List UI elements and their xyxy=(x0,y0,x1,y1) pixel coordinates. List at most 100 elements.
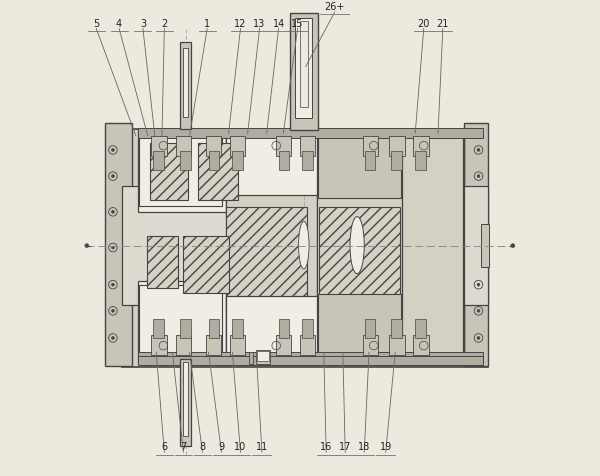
Bar xyxy=(180,319,191,338)
Bar xyxy=(413,136,428,156)
Bar xyxy=(206,335,221,355)
Text: 9: 9 xyxy=(218,442,224,452)
Bar xyxy=(138,129,226,212)
Text: 8: 8 xyxy=(199,442,205,452)
Circle shape xyxy=(112,149,115,151)
Text: 1: 1 xyxy=(204,19,210,29)
Circle shape xyxy=(477,337,480,339)
Bar xyxy=(299,21,308,107)
Bar xyxy=(415,319,425,338)
Bar xyxy=(180,359,191,446)
Bar xyxy=(230,335,245,355)
Text: 2: 2 xyxy=(161,19,167,29)
Bar xyxy=(139,285,223,358)
Bar xyxy=(363,136,378,156)
Circle shape xyxy=(112,337,115,339)
Bar xyxy=(138,128,483,138)
Bar xyxy=(464,123,488,366)
Bar xyxy=(176,136,191,156)
Circle shape xyxy=(112,175,115,178)
Bar xyxy=(302,319,313,338)
Bar xyxy=(391,319,402,338)
Bar xyxy=(481,224,490,267)
Bar xyxy=(317,133,401,198)
Circle shape xyxy=(85,244,89,248)
Text: 11: 11 xyxy=(256,442,268,452)
Bar xyxy=(415,151,425,170)
Text: 21: 21 xyxy=(437,19,449,29)
Bar xyxy=(300,335,315,355)
Bar xyxy=(302,151,313,170)
Bar xyxy=(389,335,405,355)
Bar xyxy=(413,335,428,355)
Text: 12: 12 xyxy=(235,19,247,29)
Circle shape xyxy=(112,283,115,286)
Text: 7: 7 xyxy=(180,442,187,452)
Bar xyxy=(290,13,318,130)
Bar xyxy=(278,319,289,338)
Bar xyxy=(139,132,223,206)
Circle shape xyxy=(112,309,115,312)
Bar xyxy=(209,151,219,170)
Bar xyxy=(389,136,405,156)
Text: 19: 19 xyxy=(380,442,392,452)
Bar xyxy=(278,151,289,170)
Bar xyxy=(403,132,463,359)
Bar xyxy=(226,129,317,362)
Bar xyxy=(363,335,378,355)
Bar xyxy=(226,296,317,358)
Bar xyxy=(105,123,132,366)
Bar xyxy=(197,143,238,200)
Bar xyxy=(295,18,313,118)
Bar xyxy=(209,319,219,338)
Bar xyxy=(230,136,245,156)
Bar xyxy=(150,143,188,200)
Text: 18: 18 xyxy=(358,442,370,452)
Bar xyxy=(121,129,488,367)
Text: 17: 17 xyxy=(339,442,352,452)
Text: 10: 10 xyxy=(235,442,247,452)
Bar xyxy=(138,352,483,363)
Circle shape xyxy=(112,210,115,213)
Circle shape xyxy=(477,175,480,178)
Bar xyxy=(184,48,188,117)
Text: 16: 16 xyxy=(320,442,332,452)
Bar xyxy=(154,151,164,170)
Bar xyxy=(138,281,226,364)
Bar xyxy=(276,136,292,156)
Circle shape xyxy=(112,246,115,249)
Bar xyxy=(151,335,167,355)
Bar xyxy=(365,319,375,338)
Circle shape xyxy=(511,244,515,248)
Bar xyxy=(403,167,463,324)
Bar xyxy=(257,351,269,361)
Text: 4: 4 xyxy=(116,19,122,29)
Bar xyxy=(232,151,243,170)
Bar xyxy=(138,356,483,365)
Bar xyxy=(180,151,191,170)
Bar xyxy=(248,352,253,364)
Bar xyxy=(317,129,464,362)
Bar xyxy=(184,362,188,436)
Bar xyxy=(151,136,167,156)
Text: 6: 6 xyxy=(161,442,167,452)
Bar xyxy=(317,294,401,358)
Bar xyxy=(147,236,178,288)
Text: 14: 14 xyxy=(272,19,285,29)
Circle shape xyxy=(477,283,480,286)
Text: 15: 15 xyxy=(292,19,304,29)
Bar xyxy=(365,151,375,170)
Bar xyxy=(226,207,307,314)
Text: 5: 5 xyxy=(93,19,100,29)
Bar xyxy=(180,42,191,129)
Text: 26+: 26+ xyxy=(325,2,345,12)
Text: 13: 13 xyxy=(253,19,266,29)
Circle shape xyxy=(477,309,480,312)
Text: 3: 3 xyxy=(140,19,146,29)
Text: 20: 20 xyxy=(418,19,430,29)
Bar xyxy=(300,136,315,156)
Bar xyxy=(176,335,191,355)
Bar xyxy=(391,151,402,170)
Bar xyxy=(232,319,243,338)
Bar xyxy=(319,207,400,314)
